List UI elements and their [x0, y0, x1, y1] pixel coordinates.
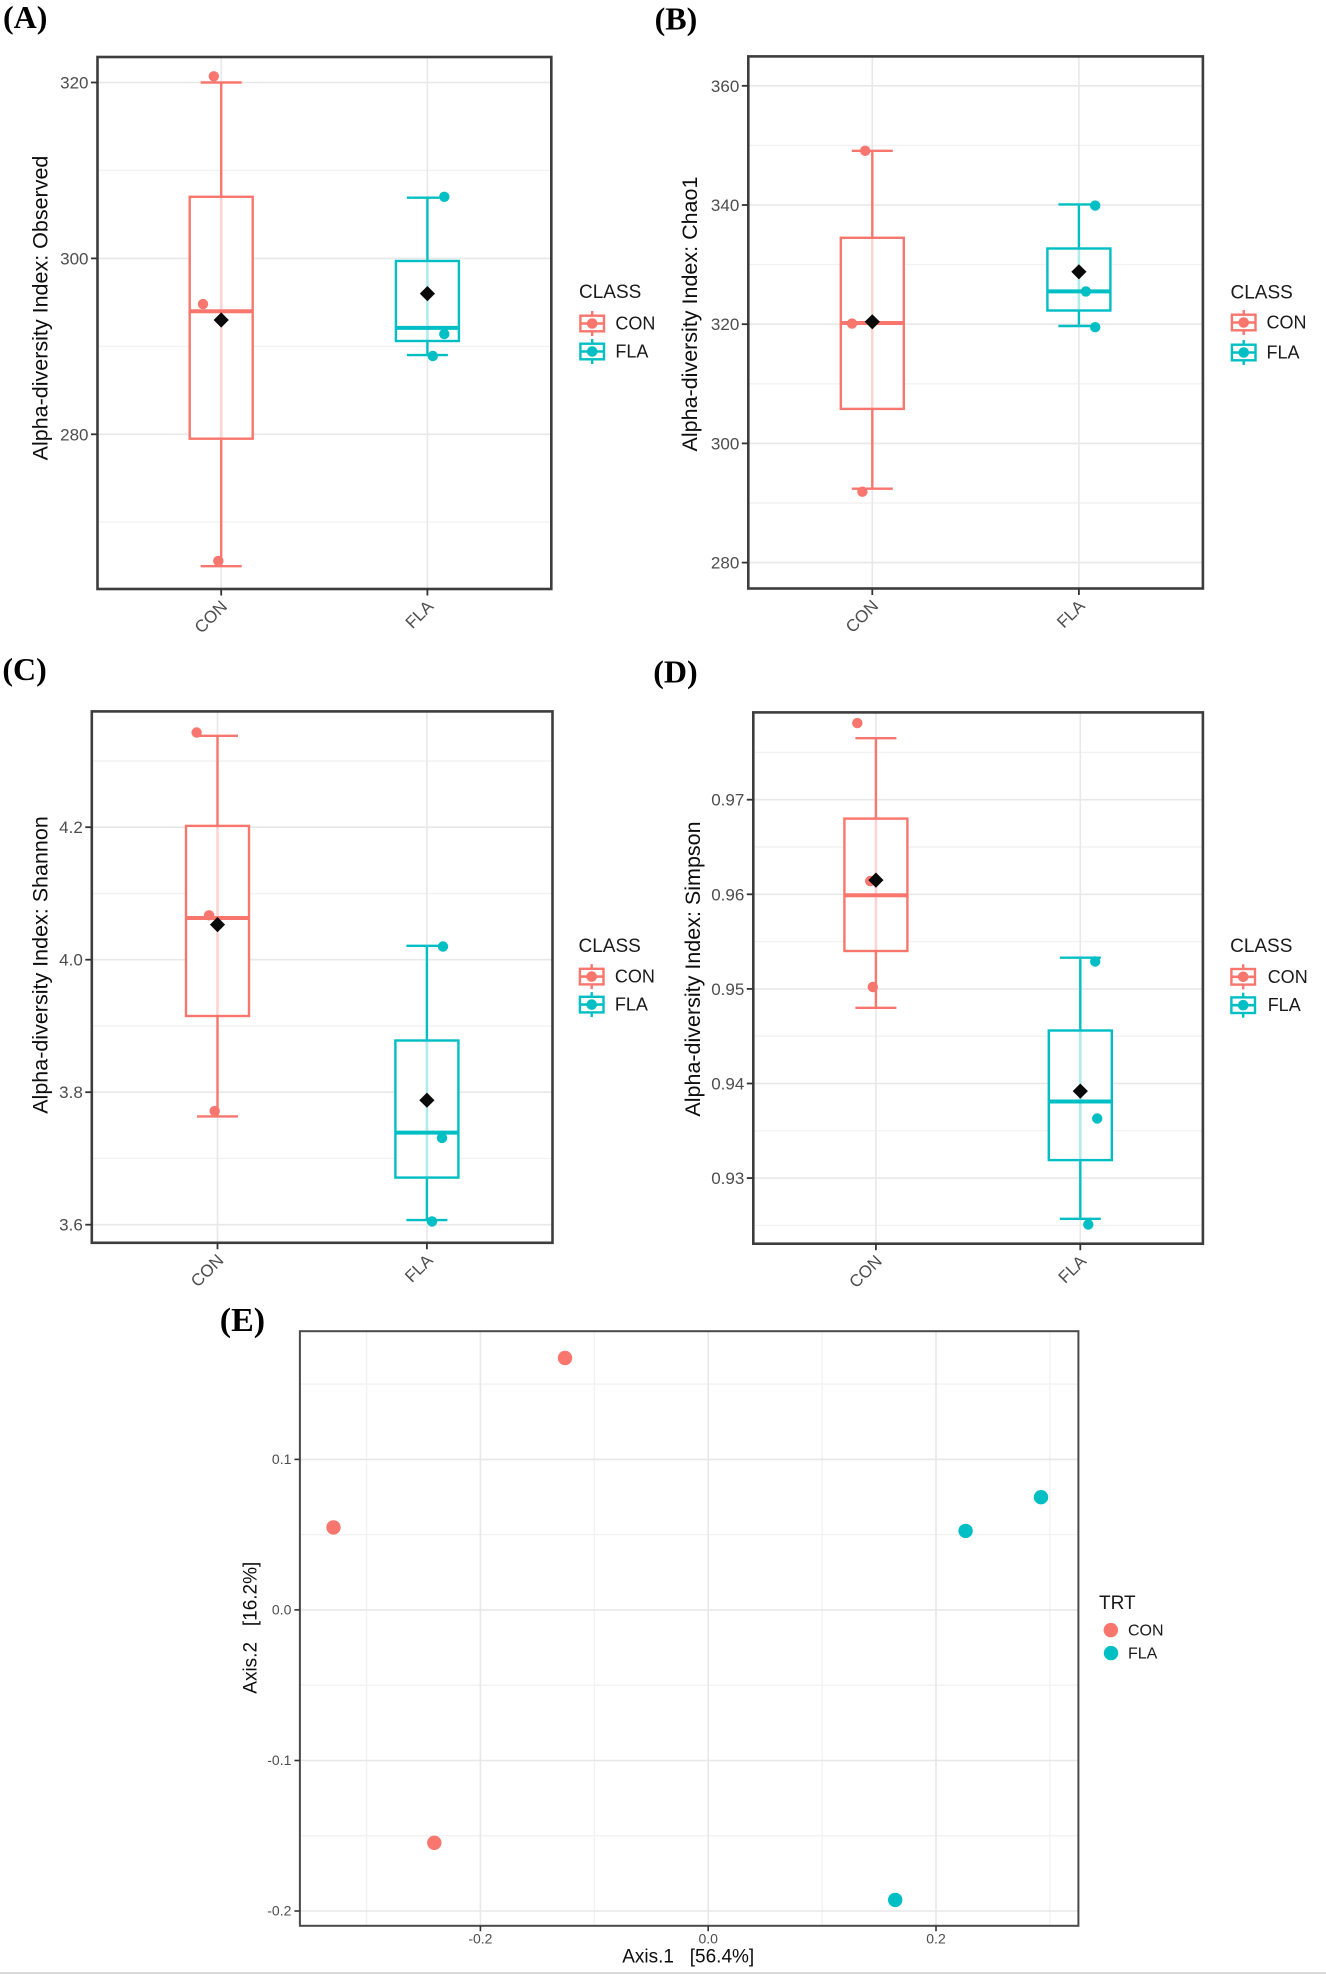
svg-text:Alpha-diversity Index: Simpson: Alpha-diversity Index: Simpson [681, 821, 705, 1116]
svg-text:300: 300 [60, 249, 88, 268]
svg-text:-0.1: -0.1 [267, 1752, 291, 1768]
svg-text:CON: CON [1268, 967, 1308, 987]
svg-text:CLASS: CLASS [1230, 936, 1292, 957]
svg-text:Alpha-diversity Index: Chao1: Alpha-diversity Index: Chao1 [678, 177, 702, 452]
svg-text:Alpha-diversity Index: Shannon: Alpha-diversity Index: Shannon [29, 816, 53, 1114]
svg-text:320: 320 [711, 315, 739, 334]
svg-text:FLA: FLA [615, 342, 648, 362]
svg-text:-0.2: -0.2 [468, 1930, 492, 1946]
svg-text:4.2: 4.2 [59, 818, 83, 837]
svg-text:Alpha-diversity Index: Observe: Alpha-diversity Index: Observed [29, 156, 53, 461]
svg-text:0.94: 0.94 [711, 1075, 744, 1094]
svg-text:280: 280 [711, 554, 739, 573]
svg-text:TRT: TRT [1099, 1593, 1136, 1614]
svg-text:-0.2: -0.2 [267, 1903, 291, 1919]
svg-text:3.8: 3.8 [59, 1083, 83, 1102]
svg-text:0.95: 0.95 [711, 980, 744, 999]
svg-text:0.93: 0.93 [711, 1169, 744, 1188]
svg-text:CLASS: CLASS [1231, 283, 1293, 304]
svg-text:CON: CON [615, 314, 655, 334]
svg-text:CON: CON [1128, 1623, 1164, 1640]
svg-text:0.2: 0.2 [926, 1930, 946, 1946]
svg-text:0.0: 0.0 [698, 1930, 718, 1946]
svg-text:FLA: FLA [1268, 995, 1301, 1015]
svg-text:CON: CON [1267, 313, 1307, 333]
svg-text:(E): (E) [220, 1302, 265, 1339]
svg-text:Axis.1 [56.4%]: Axis.1 [56.4%] [622, 1947, 754, 1968]
svg-text:280: 280 [60, 425, 88, 444]
svg-text:FLA: FLA [1128, 1646, 1158, 1663]
svg-text:0.0: 0.0 [272, 1601, 292, 1617]
svg-text:CLASS: CLASS [579, 282, 641, 303]
svg-text:3.6: 3.6 [59, 1216, 83, 1235]
svg-text:340: 340 [711, 196, 739, 215]
svg-text:320: 320 [60, 74, 88, 93]
svg-text:0.97: 0.97 [711, 791, 744, 810]
svg-text:CON: CON [615, 967, 655, 987]
svg-text:0.1: 0.1 [272, 1451, 292, 1467]
svg-text:FLA: FLA [615, 995, 648, 1015]
svg-text:4.0: 4.0 [59, 951, 83, 970]
svg-text:300: 300 [711, 434, 739, 453]
svg-text:(D): (D) [653, 654, 697, 690]
svg-text:(A): (A) [3, 0, 47, 35]
svg-text:360: 360 [711, 77, 739, 96]
svg-text:Axis.2 [16.2%]: Axis.2 [16.2%] [241, 1562, 262, 1694]
svg-text:(B): (B) [655, 1, 698, 37]
svg-text:(C): (C) [2, 651, 46, 687]
svg-text:0.96: 0.96 [711, 885, 744, 904]
svg-text:FLA: FLA [1267, 343, 1300, 363]
svg-text:CLASS: CLASS [579, 936, 641, 957]
